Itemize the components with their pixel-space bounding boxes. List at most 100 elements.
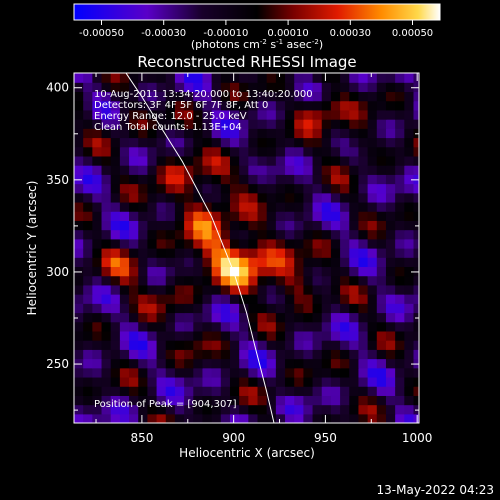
heatmap-cell bbox=[294, 174, 304, 185]
heatmap-cell bbox=[303, 155, 314, 166]
heatmap-cell bbox=[202, 238, 213, 249]
heatmap-cell bbox=[349, 340, 360, 350]
heatmap-cell bbox=[266, 386, 277, 396]
heatmap-cell bbox=[220, 321, 231, 332]
heatmap-cell bbox=[303, 294, 314, 304]
heatmap-cell bbox=[156, 119, 167, 129]
heatmap-cell bbox=[266, 238, 277, 249]
heatmap-cell bbox=[229, 146, 240, 157]
heatmap-cell bbox=[303, 312, 314, 323]
heatmap-cell bbox=[202, 349, 213, 360]
heatmap-cell bbox=[294, 395, 304, 406]
heatmap-cell bbox=[312, 257, 323, 268]
heatmap-cell bbox=[211, 109, 222, 120]
heatmap-cell bbox=[239, 321, 249, 332]
heatmap-cell bbox=[285, 266, 295, 277]
heatmap-cell bbox=[220, 303, 231, 314]
heatmap-cell bbox=[358, 174, 369, 185]
heatmap-cell bbox=[404, 294, 415, 304]
heatmap-cell bbox=[156, 155, 167, 166]
heatmap-cell bbox=[257, 358, 268, 369]
heatmap-cell bbox=[376, 73, 387, 83]
heatmap-cell bbox=[349, 238, 360, 249]
axis-ticks bbox=[74, 73, 419, 423]
heatmap-cell bbox=[119, 220, 130, 231]
heatmap-cell bbox=[275, 174, 286, 185]
heatmap-cell bbox=[174, 73, 185, 83]
heatmap-cell bbox=[119, 238, 130, 249]
heatmap-cell bbox=[119, 146, 130, 157]
heatmap-cell bbox=[385, 119, 396, 129]
heatmap-cell bbox=[193, 220, 204, 231]
heatmap-cell bbox=[248, 109, 259, 120]
heatmap-cell bbox=[266, 82, 277, 93]
heatmap-cell bbox=[376, 183, 387, 194]
heatmap-cell bbox=[312, 294, 323, 304]
heatmap-cell bbox=[395, 109, 405, 120]
heatmap-cell bbox=[83, 386, 93, 396]
heatmap-cell bbox=[385, 340, 396, 350]
heatmap-cell bbox=[165, 395, 176, 406]
heatmap-cell bbox=[110, 174, 121, 185]
heatmap-cell bbox=[321, 82, 332, 93]
heatmap-cell bbox=[129, 155, 139, 166]
heatmap-cell bbox=[248, 404, 259, 415]
heatmap-cell bbox=[321, 367, 332, 378]
heatmap-cell bbox=[119, 303, 130, 314]
heatmap-cell bbox=[229, 174, 240, 185]
heatmap-cell bbox=[340, 91, 350, 102]
heatmap-cell bbox=[294, 229, 304, 240]
heatmap-cell bbox=[367, 303, 378, 314]
heatmap-cell bbox=[101, 294, 112, 304]
heatmap-cell bbox=[119, 395, 130, 406]
heatmap-cell bbox=[220, 257, 231, 268]
heatmap-cell bbox=[358, 330, 369, 341]
heatmap-cell bbox=[275, 201, 286, 212]
heatmap-cell bbox=[395, 100, 405, 111]
heatmap-cell bbox=[275, 266, 286, 277]
heatmap-cell bbox=[156, 192, 167, 203]
heatmap-cell bbox=[147, 82, 158, 93]
heatmap-cell bbox=[74, 257, 84, 268]
heatmap-cell bbox=[275, 413, 286, 423]
heatmap-cell bbox=[211, 238, 222, 249]
heatmap-cell bbox=[413, 321, 419, 332]
heatmap-cell bbox=[229, 284, 240, 295]
heatmap-cell bbox=[294, 257, 304, 268]
heatmap-cell bbox=[165, 128, 176, 139]
heatmap-cell bbox=[229, 201, 240, 212]
heatmap-cell bbox=[220, 275, 231, 286]
heatmap-cell bbox=[340, 367, 350, 378]
heatmap-cell bbox=[184, 321, 194, 332]
heatmap-cell bbox=[156, 109, 167, 120]
heatmap-cell bbox=[101, 201, 112, 212]
heatmap-cell bbox=[239, 229, 249, 240]
heatmap-cell bbox=[147, 220, 158, 231]
heatmap-cell bbox=[184, 413, 194, 423]
heatmap-cell bbox=[184, 119, 194, 129]
heatmap-cell bbox=[202, 284, 213, 295]
heatmap-cell bbox=[184, 146, 194, 157]
heatmap-cell bbox=[340, 257, 350, 268]
heatmap-cell bbox=[257, 119, 268, 129]
heatmap-cell bbox=[174, 174, 185, 185]
heatmap-cell bbox=[395, 303, 405, 314]
heatmap-cell bbox=[257, 340, 268, 350]
heatmap-cell bbox=[129, 137, 139, 148]
heatmap-cell bbox=[129, 119, 139, 129]
heatmap-cell bbox=[211, 100, 222, 111]
heatmap-cell bbox=[211, 119, 222, 129]
heatmap-cell bbox=[266, 128, 277, 139]
heatmap-cell bbox=[404, 340, 415, 350]
heatmap-cell bbox=[413, 386, 419, 396]
heatmap-cell bbox=[349, 183, 360, 194]
heatmap-cell bbox=[395, 238, 405, 249]
heatmap-cell bbox=[312, 413, 323, 423]
heatmap-cell bbox=[275, 146, 286, 157]
heatmap-cell bbox=[174, 137, 185, 148]
heatmap-cell bbox=[229, 91, 240, 102]
heatmap-cell bbox=[358, 128, 369, 139]
heatmap-cell bbox=[294, 109, 304, 120]
heatmap-cell bbox=[193, 238, 204, 249]
heatmap-cell bbox=[119, 358, 130, 369]
